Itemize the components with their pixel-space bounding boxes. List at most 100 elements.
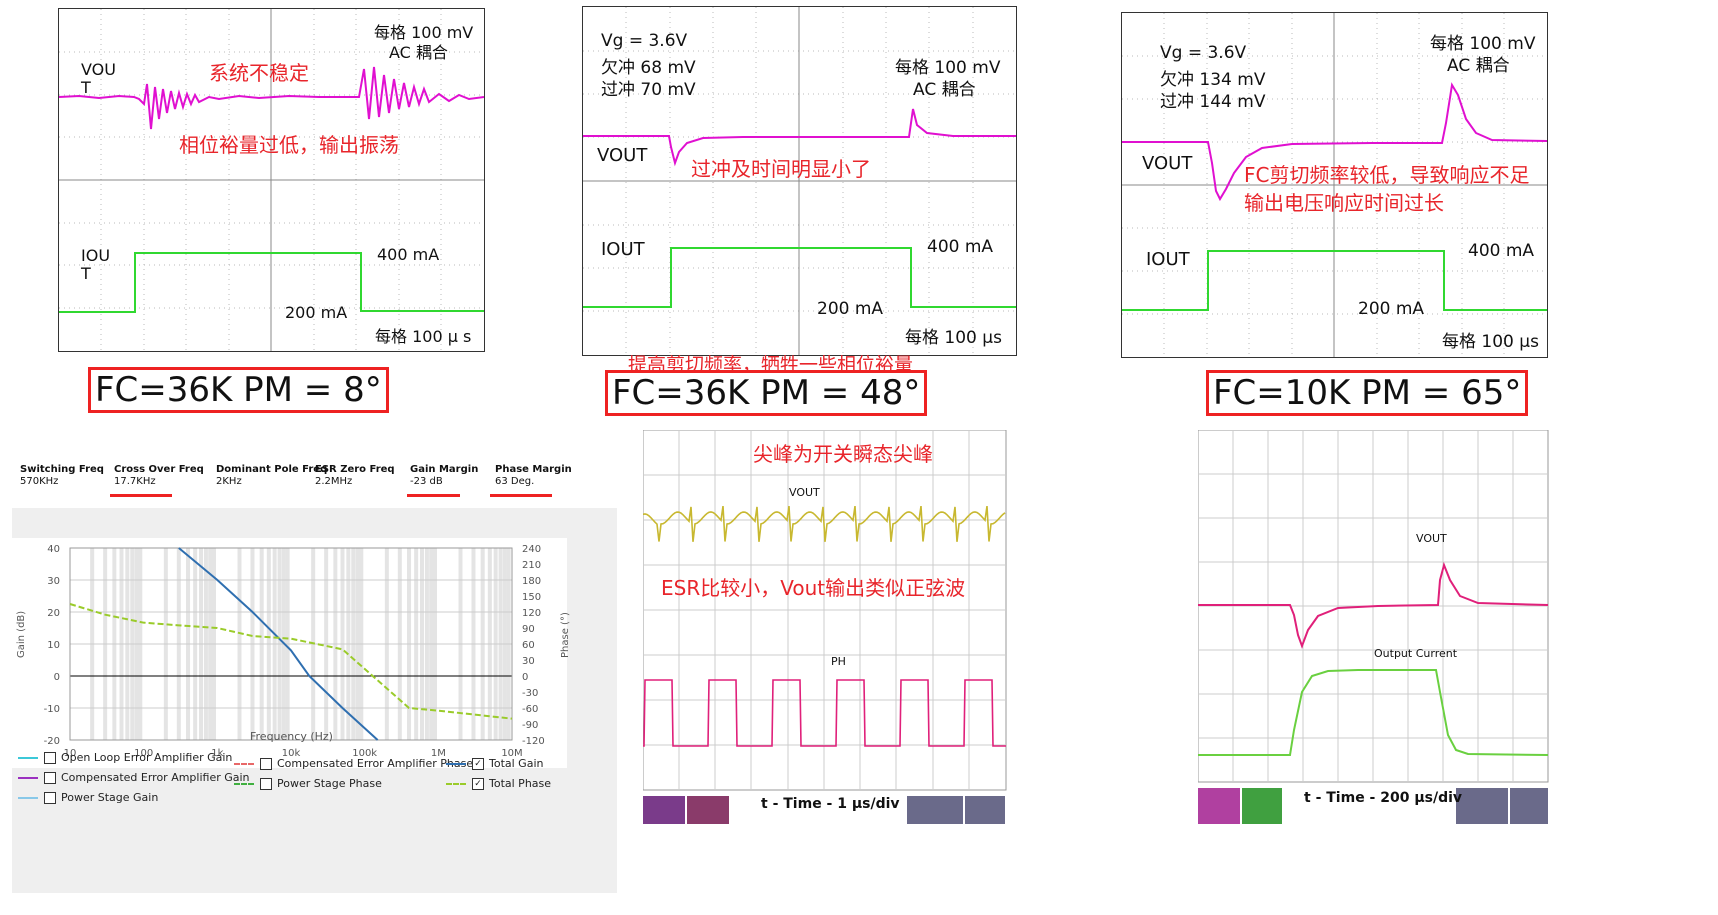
bode-y2tick-label: 90 [522,624,535,635]
fc-pm-label-left: FC=36K PM = 8° [88,367,389,413]
scope-bottom-mid-plot [642,429,1007,824]
time-scale-label: 每格 100 μ s [375,327,472,346]
bode-y2tick-label: 30 [522,656,535,667]
annotation-spike: 尖峰为开关瞬态尖峰 [753,442,933,466]
scope-bottom-right-plot [1197,429,1549,824]
legend-checkbox[interactable]: ✓ [472,778,484,790]
bode-header-title: Dominant Pole Freq [216,464,328,475]
bode-header-value: 17.7KHz [114,476,156,487]
bode-y2tick-label: 240 [522,544,541,555]
vout-label: VOUT [597,145,648,166]
iout-label: IOU T [81,246,111,283]
bode-header-value: -23 dB [410,476,443,487]
time-label: t - Time - 1 μs/div [761,796,900,812]
bode-xtick-label: 100 [134,748,153,759]
iout-trace [1122,250,1547,311]
scale-label: 每格 100 mV [1430,34,1536,54]
bode-header-2: Dominant Pole Freq 2KHz [216,464,327,488]
current-low-label: 200 mA [285,303,348,322]
legend-label: Open Loop Error Amplifier Gain [61,751,233,764]
legend-checkbox[interactable] [260,778,272,790]
legend-swatch [18,757,38,759]
scale-label: 每格 100 mV [895,58,1001,78]
total-phase-line [69,603,513,720]
scope-top-right: Vg = 3.6V 欠冲 134 mV 过冲 144 mV 每格 100 mV … [1121,12,1548,358]
underline-highlight [407,494,460,497]
bode-y2tick-label: -60 [522,704,538,715]
bode-y2tick-label: -30 [522,688,538,699]
legend-label: Total Gain [489,757,544,770]
bode-ytick-label: -10 [44,704,60,715]
annotation-esr: ESR比较小，Vout输出类似正弦波 [661,576,966,600]
vout-label: VOUT [1142,153,1193,174]
bode-ytick-label: 10 [47,640,60,651]
iout-label: IOUT [601,239,645,260]
legend-item[interactable]: Compensated Error Amplifier Phase [234,757,473,770]
current-low-label: 200 mA [817,299,884,319]
legend-checkbox[interactable]: ✓ [472,758,484,770]
legend-label: Compensated Error Amplifier Gain [61,771,250,784]
legend-item[interactable]: Compensated Error Amplifier Gain [18,771,250,784]
bode-ytick-label: 40 [47,544,60,555]
bode-xtick-label: 100k [352,748,377,759]
bode-header-4: Gain Margin -23 dB [410,464,478,488]
bode-ytick-label: 30 [47,576,60,587]
bode-ytick-label: 0 [54,672,60,683]
bode-plot-frame [69,547,513,741]
bode-xlabel: Frequency (Hz) [250,730,333,743]
bode-header-0: Switching Freq 570KHz [20,464,104,488]
scope-top-left-plot [59,9,484,351]
overshoot-label: 过冲 70 mV [601,80,696,100]
bode-y2tick-label: 150 [522,592,541,603]
coupling-label: AC 耦合 [913,80,976,100]
undershoot-label: 欠冲 68 mV [601,58,696,78]
legend-item[interactable]: Power Stage Phase [234,777,382,790]
current-high-label: 400 mA [377,245,440,264]
coupling-label: AC 耦合 [1447,56,1510,76]
legend-swatch [234,783,254,785]
bode-y2label: Phase (°) [560,612,571,658]
current-high-label: 400 mA [927,237,994,257]
vout-trace [1122,82,1547,202]
legend-label: Power Stage Gain [61,791,159,804]
vg-label: Vg = 3.6V [1160,43,1247,63]
bode-header-value: 2KHz [216,476,242,487]
annotation-overshoot-smaller: 过冲及时间明显小了 [691,157,871,181]
legend-checkbox[interactable] [260,758,272,770]
bode-y2tick-label: -120 [522,736,545,747]
bode-header-value: 63 Deg. [495,476,535,487]
bode-ylabel: Gain (dB) [16,610,27,658]
current-high-label: 400 mA [1468,241,1535,261]
total-gain-line [178,547,379,741]
bode-plot: -20 -10 0 10 20 30 40 -120 -90 -60 -30 0 30 60 90 120 15… [12,538,567,768]
bode-panel: Switching Freq 570KHz Cross Over Freq 17.7K… [12,464,617,893]
bode-header-title: ESR Zero Freq [315,464,395,475]
vout-label: VOUT [789,486,820,499]
scope-bottom-mid: 尖峰为开关瞬态尖峰 VOUT ESR比较小，Vout输出类似正弦波 PH t -… [642,429,1008,830]
legend-checkbox[interactable] [44,792,56,804]
bode-header-1: Cross Over Freq 17.7KHz [114,464,204,488]
underline-highlight [490,494,552,497]
legend-checkbox[interactable] [44,772,56,784]
annotation-low-fc: FC剪切频率较低，导致响应不足 [1244,163,1530,187]
output-current-label: Output Current [1374,647,1458,660]
legend-swatch [446,783,466,785]
legend-checkbox[interactable] [44,752,56,764]
vout-label: VOUT [1416,532,1447,545]
legend-item[interactable]: ✓ Total Phase [446,777,551,790]
iout-label: IOUT [1146,249,1190,270]
bode-header-3: ESR Zero Freq 2.2MHz [315,464,395,488]
bode-header-title: Gain Margin [410,464,479,475]
bode-ytick-label: 20 [47,608,60,619]
fc-pm-label-right: FC=10K PM = 65° [1206,370,1529,416]
ph-trace [643,679,1006,747]
iout-trace [583,247,1016,308]
fc-pm-label-mid: FC=36K PM = 48° [605,370,928,416]
legend-item[interactable]: Open Loop Error Amplifier Gain [18,751,232,764]
legend-item[interactable]: Power Stage Gain [18,791,158,804]
time-scale-label: 每格 100 μs [1442,332,1539,352]
legend-swatch [18,797,38,799]
bode-xtick-label: 10k [282,748,301,759]
coupling-label: AC 耦合 [389,43,448,62]
legend-item[interactable]: ✓ Total Gain [446,757,543,770]
